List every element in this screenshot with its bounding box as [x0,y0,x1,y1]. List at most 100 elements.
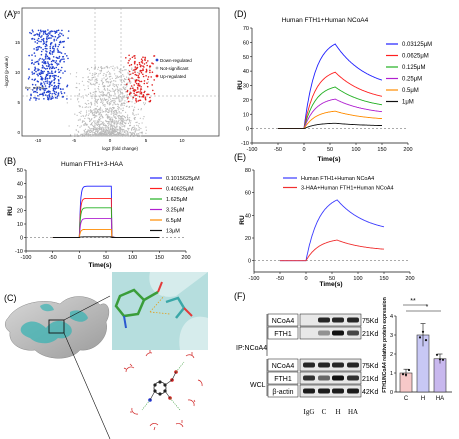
point-up [138,85,140,87]
point-ns [116,121,118,123]
panel-e: (E) -100 -50 0 50 100 150 200 0 20 40 60 80 Time(s)… [234,152,415,288]
point-ns [124,95,126,97]
point-ns [134,134,136,136]
point-ns [97,120,99,122]
point-ns [106,77,109,79]
point-ns [77,125,79,127]
point-up [145,68,148,71]
point-ns [95,81,97,83]
series-line [278,98,383,130]
point-ns [132,109,134,112]
point-up [129,87,132,90]
point-down [38,34,41,36]
point-ns [110,111,112,113]
point-down [45,43,47,46]
point-ns [119,95,121,98]
point-ns [134,131,136,133]
point-ns [131,126,133,129]
point-ns [94,125,96,127]
point-down [37,37,40,40]
point-ns [71,135,73,137]
point-ns [104,104,106,106]
point-ns [91,111,93,113]
point-down [36,33,38,35]
point-ns [111,127,114,129]
point-up [136,91,139,93]
point-down [38,59,40,61]
point-ns [94,102,96,104]
point-ns [122,104,124,106]
point-down [45,65,48,67]
point-down [50,97,52,99]
point-ns [105,120,107,122]
point-ns [113,126,115,128]
point-ns [98,123,100,125]
point-ns [108,122,110,124]
point-down [49,46,51,48]
point-ns [83,132,85,134]
point-ns [134,135,136,137]
point-ns [115,127,117,129]
point-ns [123,97,125,99]
point-up [135,74,138,76]
point-ns [107,117,109,119]
point-down [53,51,55,53]
point-ns [109,72,111,74]
point-up [153,79,155,81]
chart-b-xlabel: Time(s) [89,262,112,269]
point-down [54,93,57,96]
point-ns [111,112,113,114]
point-up [128,78,130,81]
point-ns [123,84,125,86]
point-ns [105,73,107,76]
chart-d-legend: 0.03125μM 0.0625μM 0.125μM 0.25μM 0.5μM 1μM [386,42,432,106]
point-ns [100,127,102,129]
point-ns [76,114,78,116]
point-ns [127,129,129,131]
y-tick-label: 40 [243,69,249,75]
y-tick-label: 60 [245,191,251,197]
point-ns [80,125,82,127]
point-ns [92,112,94,114]
point-ns [75,135,77,137]
x-tick-label: -50 [49,255,57,261]
point-ns [116,126,118,128]
point-ns [105,98,107,101]
point-ns [91,109,93,112]
point-up [149,96,151,99]
bar [433,358,447,393]
point-down [29,97,32,99]
point-down [43,89,46,91]
point-down [35,70,37,73]
point-down [31,73,34,75]
point-up [135,99,137,101]
point-ns [98,114,100,116]
point-ns [85,114,88,116]
point-down [56,62,58,65]
point-ns [121,97,124,99]
point-down [55,85,58,88]
point-ns [116,76,118,78]
point-ns [119,129,121,131]
point-down [53,67,56,70]
point-ns [90,95,93,97]
point-ns [96,82,98,84]
point-ns [112,106,115,109]
point-ns [116,133,118,135]
series-line [278,86,383,130]
point-ns [78,93,80,95]
point-ns [140,127,142,130]
point-ns [118,112,120,114]
point-ns [91,66,93,69]
point-ns [121,119,123,122]
point-ns [109,121,111,123]
point-ns [110,122,112,124]
point-down [43,92,45,94]
point-up [132,87,134,90]
point-down [44,30,47,32]
point-ns [86,123,88,125]
point-down [40,93,42,95]
point-ns [123,80,125,82]
point-up [134,80,137,82]
point-ns [81,80,83,82]
